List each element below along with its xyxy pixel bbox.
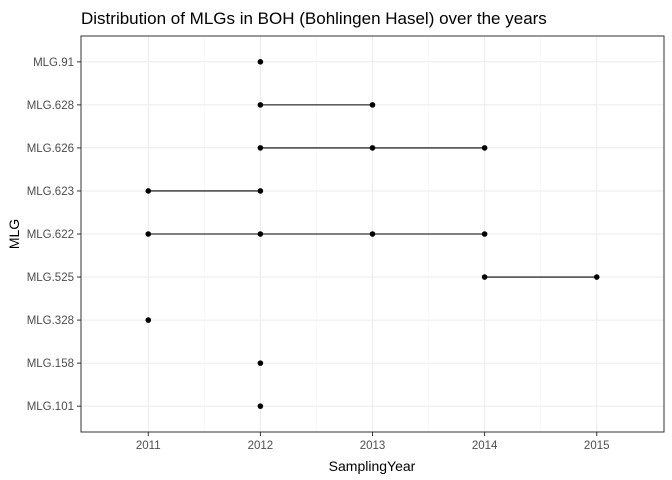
y-tick-label: MLG.91 bbox=[33, 57, 74, 69]
data-point bbox=[257, 102, 264, 108]
x-tick-label: 2011 bbox=[136, 440, 161, 452]
data-point bbox=[257, 231, 264, 237]
y-tick-label: MLG.623 bbox=[27, 186, 74, 198]
y-tick-label: MLG.101 bbox=[27, 401, 74, 413]
y-tick-label: MLG.622 bbox=[27, 229, 74, 241]
data-point bbox=[257, 59, 264, 65]
y-axis-title: MLG bbox=[6, 219, 22, 249]
data-layer bbox=[145, 59, 600, 409]
x-tick-label: 2015 bbox=[584, 440, 610, 452]
y-tick-label: MLG.158 bbox=[27, 358, 74, 370]
y-tick-label: MLG.525 bbox=[27, 272, 74, 284]
chart-title: Distribution of MLGs in BOH (Bohlingen H… bbox=[81, 9, 547, 28]
y-tick-label: MLG.328 bbox=[27, 315, 74, 327]
data-point bbox=[145, 317, 152, 323]
data-point bbox=[257, 360, 264, 366]
y-tick-label: MLG.628 bbox=[27, 100, 74, 112]
y-tick-label: MLG.626 bbox=[27, 143, 74, 155]
x-tick-label: 2013 bbox=[360, 440, 386, 452]
data-point bbox=[481, 231, 488, 237]
data-point bbox=[369, 231, 376, 237]
data-point bbox=[369, 102, 376, 108]
data-point bbox=[481, 274, 488, 280]
data-point bbox=[257, 145, 264, 151]
data-point bbox=[145, 188, 152, 194]
data-point bbox=[593, 274, 600, 280]
x-tick-label: 2012 bbox=[248, 440, 274, 452]
data-point bbox=[145, 231, 152, 237]
axes: 2011 2012 2013 2014 2015 MLG.101 MLG.158 MLG.32… bbox=[27, 57, 610, 452]
data-point bbox=[257, 188, 264, 194]
data-point bbox=[481, 145, 488, 151]
data-point bbox=[369, 145, 376, 151]
x-axis-title: SamplingYear bbox=[329, 458, 416, 474]
x-tick-label: 2014 bbox=[472, 440, 498, 452]
data-point bbox=[257, 403, 264, 409]
